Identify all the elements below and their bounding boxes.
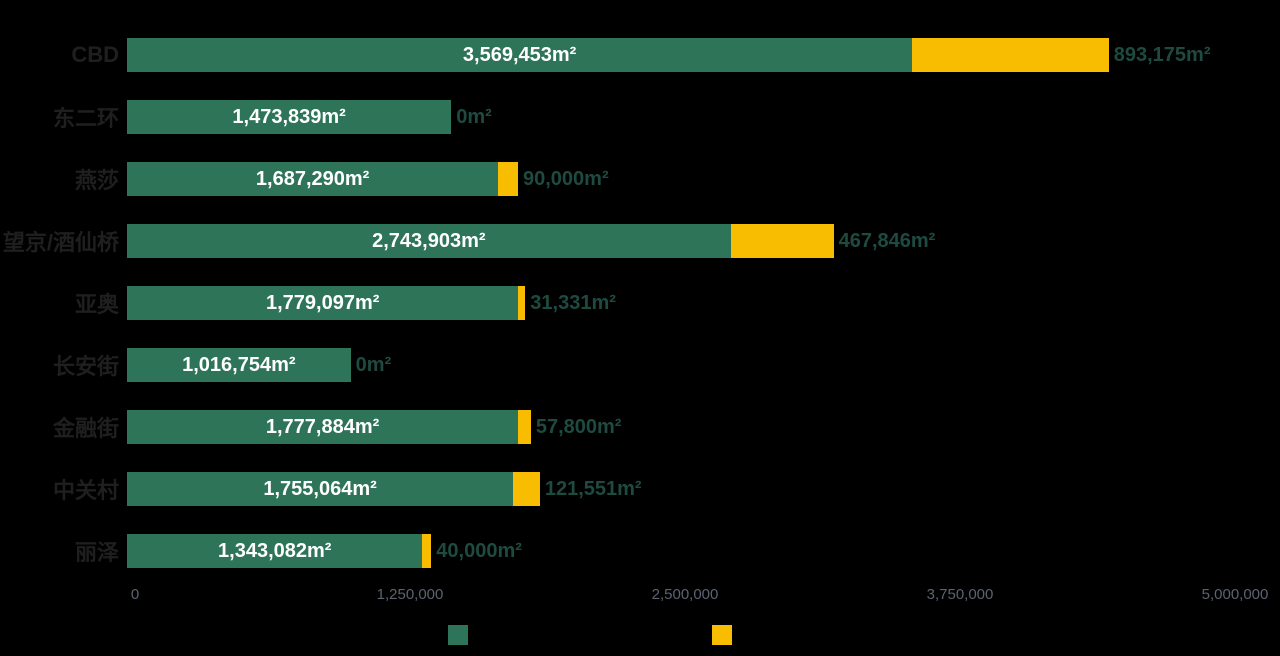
green-bar-segment[interactable]: 1,687,290m² — [127, 162, 499, 196]
green-bar-value-label: 1,779,097m² — [265, 291, 380, 314]
green-bar-value-label: 1,755,064m² — [263, 477, 377, 500]
bar-track: 1,755,064m² 121,551m² — [127, 472, 1280, 506]
chart-row: 亚奥 1,779,097m² 31,331m² — [0, 272, 1280, 334]
yellow-bar-segment[interactable] — [422, 534, 432, 568]
chart-rows: CBD 3,569,453m² 893,175m² 东二环 1,473,839m² 0m²… — [0, 24, 1280, 582]
yellow-bar-value-label: 57,800m² — [535, 415, 622, 438]
x-axis-tick-label: 3,750,000 — [926, 586, 994, 603]
green-bar-segment[interactable]: 1,016,754m² — [127, 348, 351, 382]
yellow-bar-segment[interactable] — [518, 286, 526, 320]
category-label: 长安街 — [52, 354, 119, 379]
bar-track: 1,473,839m² 0m² — [127, 100, 1280, 134]
yellow-bar-value-label: 121,551m² — [544, 477, 642, 500]
chart-row: 望京/酒仙桥 2,743,903m² 467,846m² — [0, 210, 1280, 272]
green-bar-value-label: 3,569,453m² — [462, 43, 577, 66]
x-axis-tick-label: 1,250,000 — [376, 586, 444, 603]
green-bar-segment[interactable]: 1,755,064m² — [127, 472, 514, 506]
category-label: 东二环 — [52, 106, 119, 131]
yellow-bar-value-label: 40,000m² — [436, 539, 522, 562]
green-bar-segment[interactable]: 1,343,082m² — [127, 534, 423, 568]
legend-swatch-green[interactable] — [448, 625, 468, 645]
green-bar-value-label: 1,016,754m² — [182, 353, 296, 376]
category-label: 中关村 — [52, 478, 119, 503]
chart-row: 丽泽 1,343,082m² 40,000m² — [0, 520, 1280, 582]
category-label: CBD — [71, 42, 119, 67]
green-bar-segment[interactable]: 2,743,903m² — [127, 224, 731, 258]
chart-row: 长安街 1,016,754m² 0m² — [0, 334, 1280, 396]
yellow-bar-segment[interactable] — [518, 410, 531, 444]
green-bar-segment[interactable]: 1,473,839m² — [127, 100, 452, 134]
chart-row: CBD 3,569,453m² 893,175m² — [0, 24, 1280, 86]
green-bar-value-label: 1,777,884m² — [265, 415, 380, 438]
bar-track: 1,687,290m² 90,000m² — [127, 162, 1280, 196]
category-label: 亚奥 — [74, 292, 119, 317]
green-bar-value-label: 2,743,903m² — [372, 229, 486, 252]
category-label: 望京/酒仙桥 — [2, 230, 119, 255]
yellow-bar-value-label: 0m² — [456, 105, 492, 128]
category-label: 丽泽 — [74, 540, 119, 565]
chart-row: 中关村 1,755,064m² 121,551m² — [0, 458, 1280, 520]
bar-track: 1,779,097m² 31,331m² — [127, 286, 1280, 320]
green-bar-value-label: 1,473,839m² — [232, 105, 346, 128]
green-bar-value-label: 1,687,290m² — [255, 167, 370, 190]
yellow-bar-value-label: 90,000m² — [523, 167, 609, 190]
bar-track: 1,777,884m² 57,800m² — [127, 410, 1280, 444]
category-label: 金融街 — [52, 416, 119, 441]
green-bar-segment[interactable]: 1,777,884m² — [127, 410, 519, 444]
x-axis-tick-label: 2,500,000 — [651, 586, 719, 603]
x-axis-tick-label: 0 — [130, 586, 140, 603]
yellow-bar-segment[interactable] — [730, 224, 834, 258]
legend-swatch-yellow[interactable] — [712, 625, 732, 645]
yellow-bar-segment[interactable] — [513, 472, 540, 506]
chart-row: 燕莎 1,687,290m² 90,000m² — [0, 148, 1280, 210]
legend — [0, 625, 1280, 649]
yellow-bar-value-label: 31,331m² — [530, 291, 616, 314]
yellow-bar-value-label: 0m² — [355, 353, 392, 376]
chart-row: 东二环 1,473,839m² 0m² — [0, 86, 1280, 148]
category-label: 燕莎 — [74, 168, 119, 193]
bar-track: 3,569,453m² 893,175m² — [127, 38, 1280, 72]
yellow-bar-segment[interactable] — [912, 38, 1109, 72]
x-axis-tick-label: 5,000,000 — [1201, 586, 1269, 603]
yellow-bar-value-label: 893,175m² — [1113, 43, 1211, 66]
x-axis: 0 1,250,000 2,500,000 3,750,000 5,000,000 — [0, 586, 1280, 606]
bar-track: 1,016,754m² 0m² — [127, 348, 1280, 382]
green-bar-segment[interactable]: 3,569,453m² — [127, 38, 913, 72]
yellow-bar-value-label: 467,846m² — [838, 229, 936, 252]
green-bar-segment[interactable]: 1,779,097m² — [127, 286, 519, 320]
green-bar-value-label: 1,343,082m² — [218, 539, 332, 562]
chart-row: 金融街 1,777,884m² 57,800m² — [0, 396, 1280, 458]
bar-track: 2,743,903m² 467,846m² — [127, 224, 1280, 258]
yellow-bar-segment[interactable] — [498, 162, 518, 196]
bar-track: 1,343,082m² 40,000m² — [127, 534, 1280, 568]
